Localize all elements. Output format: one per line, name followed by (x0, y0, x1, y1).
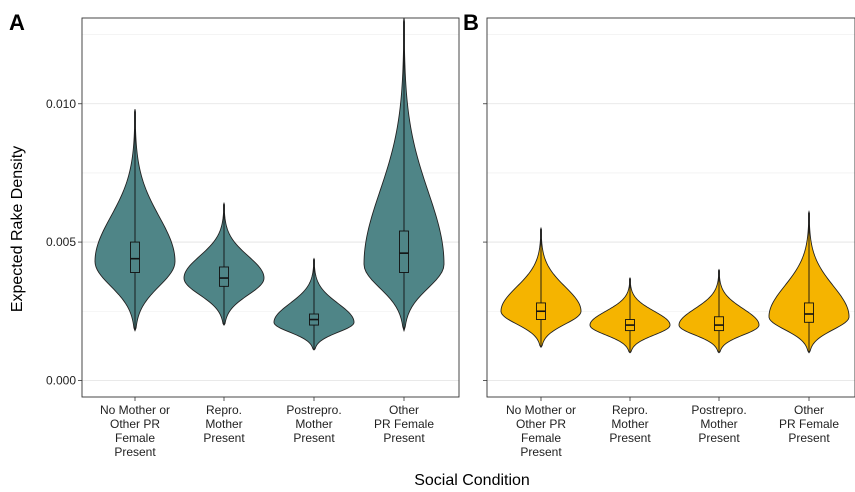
x-tick-label-line: Present (383, 431, 425, 445)
x-tick-label-line: Repro. (612, 403, 648, 417)
x-axis-title: Social Condition (414, 472, 530, 487)
x-tick-label-line: No Mother or (100, 403, 170, 417)
x-tick-label: Repro. Mother Present (203, 403, 245, 445)
x-tick-label-line: Present (698, 431, 740, 445)
x-tick-label-line: Mother (611, 417, 648, 431)
y-tick-label: 0.000 (46, 373, 76, 387)
x-tick-label: Postrepro. Mother Present (286, 403, 341, 445)
y-tick-label: 0.010 (46, 97, 76, 111)
x-tick-label-line: Repro. (206, 403, 242, 417)
x-tick-label-line: Present (203, 431, 245, 445)
violin-box (399, 230, 409, 273)
violin-box (714, 316, 724, 332)
violin-box (130, 241, 140, 273)
x-tick-label-line: Mother (205, 417, 242, 431)
x-tick-label-line: Female (521, 431, 561, 445)
violin-box (219, 266, 229, 287)
y-tick-label: 0.005 (46, 235, 76, 249)
x-tick-label: Other PR Female Present (374, 403, 434, 445)
x-tick-label-line: PR Female (779, 417, 839, 431)
panel-border (486, 17, 855, 398)
x-tick-label: Repro. Mother Present (609, 403, 651, 445)
x-tick-label: No Mother or Other PR Female Present (506, 403, 576, 459)
x-tick-label: Postrepro. Mother Present (691, 403, 746, 445)
panel-border (81, 17, 460, 398)
x-tick-label-line: Other PR (516, 417, 566, 431)
x-tick-label-line: No Mother or (506, 403, 576, 417)
x-tick-label-line: Present (788, 431, 830, 445)
x-tick-label-line: Present (609, 431, 651, 445)
panel-a: 0.000 0.005 0.010 No Mother or Other PR Femal… (9, 10, 460, 459)
panel-label: A (9, 10, 25, 35)
x-tick-label-line: Postrepro. (691, 403, 746, 417)
x-tick-label-line: Present (114, 445, 156, 459)
y-axis-title: Expected Rake Density (9, 146, 26, 312)
x-tick-label-line: Present (520, 445, 562, 459)
x-tick-label-line: Other (389, 403, 419, 417)
x-tick-label: Other PR Female Present (779, 403, 839, 445)
x-tick-label-line: Other PR (110, 417, 160, 431)
panel-label: B (463, 10, 479, 35)
x-tick-label-line: Present (293, 431, 335, 445)
x-tick-label-line: Postrepro. (286, 403, 341, 417)
violin-box (804, 302, 814, 323)
x-tick-label-line: Female (115, 431, 155, 445)
x-tick-label-line: Mother (295, 417, 332, 431)
x-tick-label: No Mother or Other PR Female Present (100, 403, 170, 459)
x-tick-label-line: Mother (700, 417, 737, 431)
x-tick-label-line: Other (794, 403, 824, 417)
x-tick-label-line: PR Female (374, 417, 434, 431)
